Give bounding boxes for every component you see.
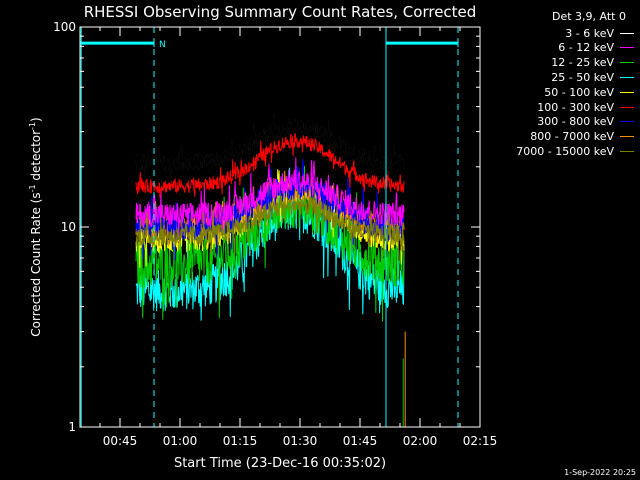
legend-item: 12 - 25 keV [551,56,634,70]
series-line [135,165,405,322]
legend-item: 800 - 7000 keV [530,130,634,144]
series-line [135,113,405,185]
x-tick-label: 00:45 [103,434,138,448]
legend-swatch [620,150,634,152]
legend-swatch [620,121,634,123]
series-layer [135,113,406,427]
series-line [135,157,405,239]
legend-title: Det 3,9, Att 0 [552,10,626,23]
legend-swatch [620,106,634,108]
x-axis-label: Start Time (23-Dec-16 00:35:02) [174,456,386,471]
y-tick-label: 1 [68,420,76,434]
legend-swatch [620,32,634,34]
chart-title: RHESSI Observing Summary Count Rates, Co… [84,3,477,21]
legend-item-label: 800 - 7000 keV [530,130,614,144]
y-axis-label-sup2: -1 [28,122,37,130]
legend-item: 50 - 100 keV [544,85,634,99]
legend-item-label: 12 - 25 keV [551,56,614,70]
legend-item: 7000 - 15000 keV [516,144,634,158]
legend-swatch [620,91,634,93]
legend-item-label: 7000 - 15000 keV [516,144,614,158]
x-tick-label: 01:00 [163,434,198,448]
legend-item-label: 50 - 100 keV [544,85,614,99]
legend-item: 3 - 6 keV [565,26,634,40]
legend-item-label: 25 - 50 keV [551,70,614,84]
x-tick-label: 02:15 [463,434,498,448]
legend-swatch [620,76,634,78]
x-tick-label: 01:45 [343,434,378,448]
y-axis-label: Corrected Count Rate (s-1 detector-1) [28,117,43,336]
legend-item-label: 3 - 6 keV [565,26,614,40]
legend-item-label: 300 - 800 keV [537,115,614,129]
y-tick-label: 10 [61,220,76,234]
legend-item: 300 - 800 keV [537,115,634,129]
series-line [135,167,405,321]
x-tick-label: 01:15 [223,434,258,448]
footer-date: 1-Sep-2022 20:25 [564,468,636,477]
y-tick-label: 100 [53,20,76,34]
y-axis-label-end: ) [29,117,43,122]
legend-item-label: 100 - 300 keV [537,100,614,114]
legend-item: 6 - 12 keV [558,41,634,55]
x-tick-label: 01:30 [283,434,318,448]
legend-item-label: 6 - 12 keV [558,41,614,55]
legend-swatch [620,47,634,49]
series-line [135,130,405,199]
legend-item: 100 - 300 keV [537,100,634,114]
legend-swatch [620,62,634,64]
legend-swatch [620,136,634,138]
y-axis-label-sup: -1 [28,184,37,192]
axis-layer: 1 10 100 00:45 01:00 01:15 01:30 01:45 02:00 02:1… [53,20,497,448]
y-axis-label-post: detector [29,130,43,185]
series-line [135,189,405,261]
legend-item: 25 - 50 keV [551,70,634,84]
observing-bar-label: N [159,40,166,50]
y-axis-label-pre: Corrected Count Rate (s [29,192,43,336]
x-tick-label: 02:00 [403,434,438,448]
